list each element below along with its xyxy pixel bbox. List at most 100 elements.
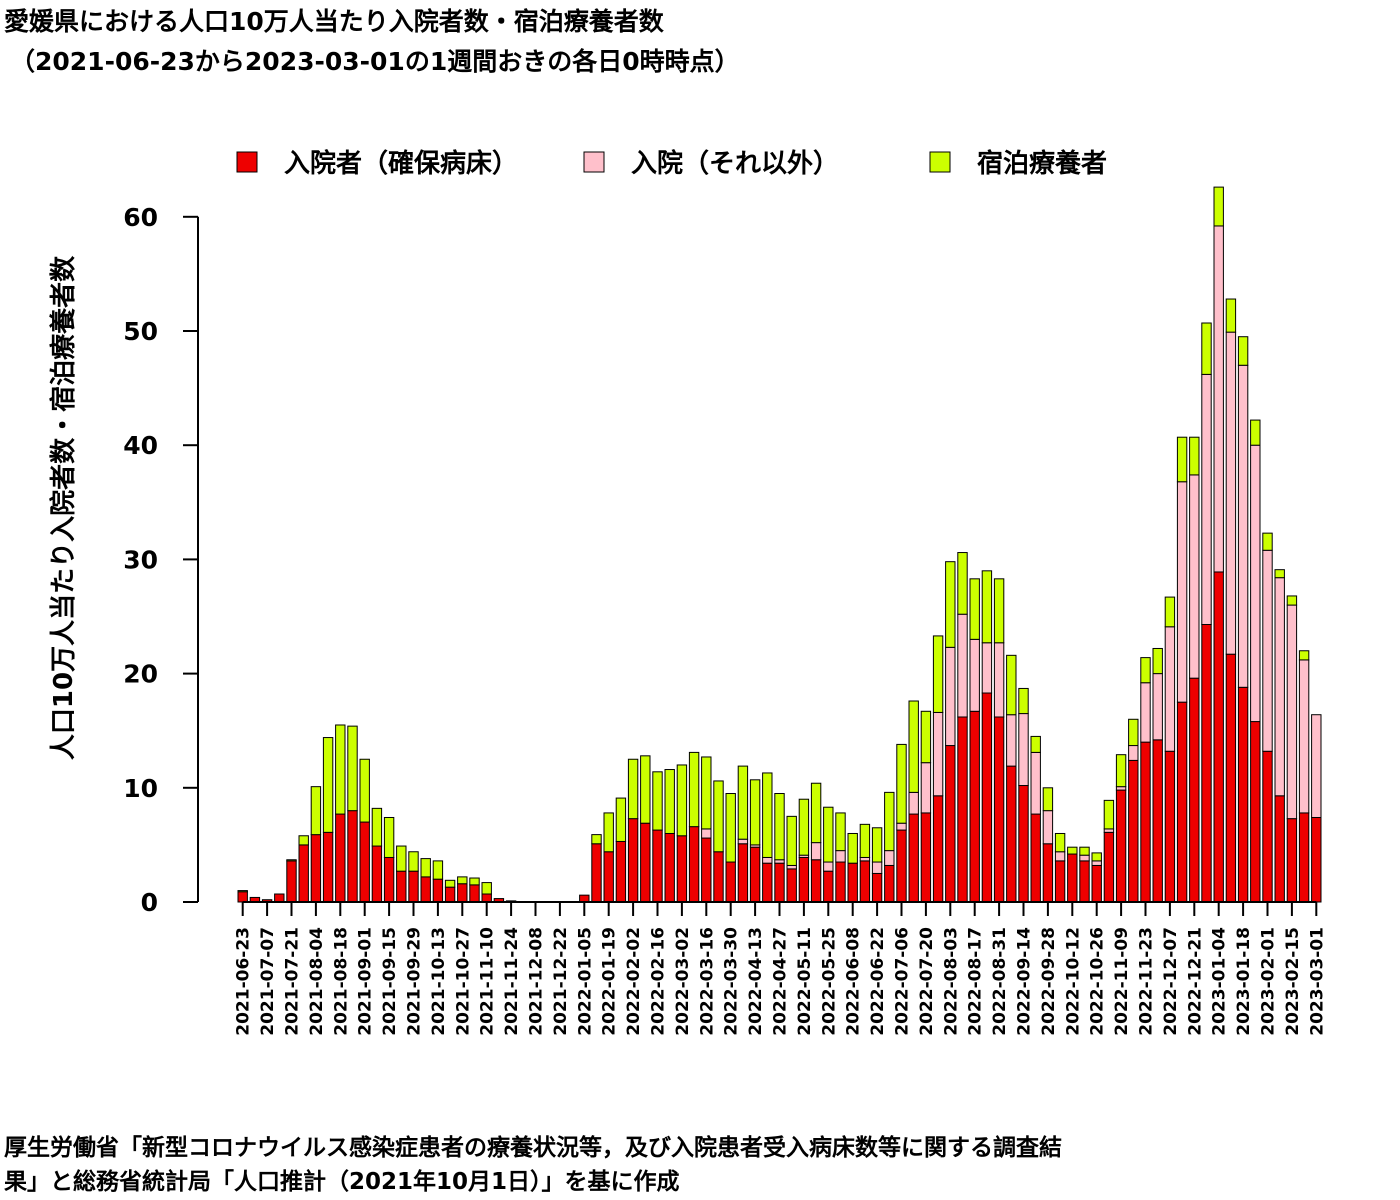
bar-segment-series-2 (1237, 336, 1249, 366)
bar-segment-series-1 (1201, 373, 1212, 625)
y-tick-label: 50 (123, 317, 158, 346)
bar-segment-series-2 (359, 758, 370, 823)
bar-segment-series-0 (1091, 864, 1102, 903)
x-tick-label: 2022-08-31 (990, 927, 1010, 1036)
bar-segment-series-2 (1189, 436, 1200, 476)
bar-segment-series-1 (1128, 745, 1139, 761)
bar-segment-series-1 (1262, 549, 1273, 752)
bar-segment-series-0 (786, 868, 797, 903)
bar-segment-series-2 (664, 769, 675, 834)
bar-segment-series-2 (688, 751, 700, 828)
bar-segment-series-2 (1030, 735, 1041, 753)
bar-segment-series-0 (713, 851, 724, 903)
bar-segment-series-2 (884, 791, 895, 852)
bar-segment-series-2 (615, 797, 627, 842)
bar-segment-series-2 (627, 758, 639, 820)
bar-segment-series-0 (969, 710, 980, 903)
bar-segment-series-2 (1128, 718, 1139, 747)
bar-segment-series-0 (1225, 653, 1237, 903)
bar-segment-series-2 (1213, 186, 1224, 227)
bar-segment-series-1 (945, 646, 956, 747)
bar-segment-series-2 (1262, 532, 1273, 551)
legend-swatch (929, 151, 951, 173)
bar-segment-series-1 (1042, 810, 1054, 845)
y-tick-label: 20 (123, 660, 158, 689)
x-tick-label: 2022-06-22 (868, 927, 888, 1036)
x-tick-label: 2022-01-05 (575, 927, 595, 1036)
bar-segment-series-0 (701, 837, 712, 903)
bar-segment-series-0 (993, 716, 1005, 903)
bar-segment-series-2 (640, 755, 651, 824)
bar-segment-series-0 (1103, 831, 1115, 903)
bar-segment-series-2 (1006, 654, 1017, 716)
bar-segment-series-2 (432, 860, 444, 880)
bar-segment-series-2 (871, 827, 883, 863)
bar-segment-series-2 (383, 816, 395, 858)
bar-segment-series-1 (859, 856, 871, 862)
bar-segment-series-2 (945, 561, 956, 648)
x-tick-label: 2022-07-20 (917, 927, 937, 1036)
bar-segment-series-1 (1164, 626, 1176, 752)
bar-segment-series-2 (1067, 846, 1078, 855)
bar-segment-series-2 (322, 737, 334, 833)
x-tick-label: 2022-03-30 (722, 927, 742, 1036)
bar-segment-series-0 (810, 859, 822, 903)
bar-segment-series-0 (457, 883, 468, 903)
bar-segment-series-0 (408, 870, 419, 903)
x-tick-label: 2021-09-29 (405, 927, 425, 1036)
bar-segment-series-1 (1225, 331, 1237, 655)
bar-segment-series-0 (420, 876, 431, 903)
bar-segment-series-1 (993, 642, 1005, 718)
bar-segment-series-0 (310, 834, 322, 903)
x-tick-label: 2021-09-01 (356, 927, 376, 1036)
bar-segment-series-0 (1262, 750, 1273, 903)
bar-segment-series-1 (1311, 714, 1322, 818)
bar-segment-series-0 (591, 843, 602, 903)
bar-segment-series-1 (1189, 474, 1200, 679)
bar-segment-series-0 (908, 813, 919, 903)
bar-segment-series-0 (1140, 741, 1151, 903)
bar-segment-series-0 (774, 862, 785, 903)
bar-segment-series-0 (1274, 795, 1285, 903)
bar-segment-series-0 (871, 872, 883, 903)
x-tick-label: 2023-02-01 (1259, 927, 1279, 1036)
x-tick-label: 2022-09-14 (1015, 927, 1035, 1036)
x-tick-label: 2022-11-23 (1137, 927, 1157, 1036)
x-tick-label: 2021-07-21 (283, 927, 303, 1036)
bar-segment-series-2 (993, 578, 1005, 644)
bar-segment-series-0 (322, 831, 334, 903)
bar-segment-series-0 (444, 886, 456, 903)
x-tick-label: 2022-08-17 (966, 927, 986, 1036)
x-tick-label: 2023-01-18 (1234, 927, 1254, 1036)
bar-segment-series-2 (896, 743, 907, 824)
bar-segment-series-2 (1274, 569, 1285, 579)
bar-segment-series-1 (1298, 659, 1310, 814)
bar-segment-series-0 (1042, 843, 1054, 903)
bar-segment-series-0 (298, 844, 309, 903)
x-tick-label: 2022-10-26 (1088, 927, 1108, 1036)
bar-segment-series-2 (603, 812, 614, 853)
bar-segment-series-0 (1298, 812, 1310, 903)
y-axis-label: 人口10万人当たり入院者数・宿泊療養者数 (48, 255, 79, 760)
source-caption-line2: 果」と総務省統計局「人口推計（2021年10月1日）」を基に作成 (4, 1169, 680, 1195)
y-axis: 0 10 20 30 40 50 60 (123, 203, 199, 917)
bar-segment-series-2 (835, 812, 846, 852)
bar-segment-series-2 (786, 815, 797, 866)
bar-segment-series-0 (383, 856, 395, 903)
bar-segment-series-0 (749, 846, 761, 903)
bar-segment-series-2 (652, 771, 663, 831)
bar-segment-series-2 (957, 552, 968, 615)
bar-segment-series-1 (896, 822, 907, 831)
bar-segment-series-1 (871, 861, 883, 874)
source-caption-line1: 厚生労働省「新型コロナウイルス感染症患者の療養状況等，及び入院患者受入病床数等に… (4, 1135, 1062, 1161)
bar-segment-series-2 (1091, 852, 1102, 862)
bar-segment-series-0 (798, 856, 810, 903)
bar-segment-series-2 (859, 823, 871, 858)
bar-segment-series-2 (737, 765, 749, 840)
x-tick-label: 2021-07-07 (258, 927, 278, 1036)
bar-segment-series-2 (798, 798, 810, 856)
x-tick-label: 2022-03-02 (673, 927, 693, 1036)
bar-segment-series-0 (981, 692, 993, 903)
bar-segment-series-2 (286, 859, 297, 862)
bar-segment-series-0 (1250, 721, 1261, 903)
